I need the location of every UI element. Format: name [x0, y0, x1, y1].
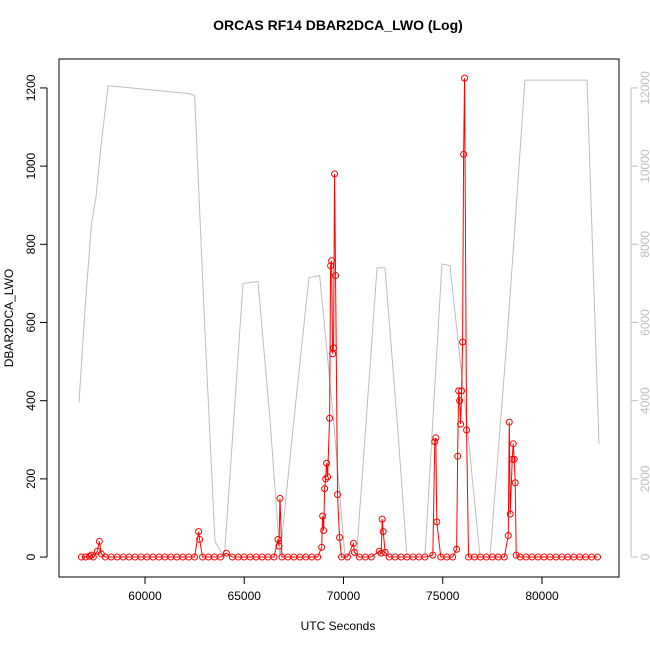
data-point — [506, 510, 514, 518]
data-point — [314, 553, 322, 561]
data-point — [459, 338, 467, 346]
data-point — [379, 528, 387, 536]
x-axis-label: UTC Seconds — [301, 619, 376, 633]
data-point — [195, 528, 203, 536]
data-point — [454, 452, 462, 460]
data-point — [504, 532, 512, 540]
data-point — [463, 426, 471, 434]
y2-tick-label: 10000 — [638, 149, 650, 183]
y-tick-label: 0 — [24, 553, 38, 560]
data-point — [343, 553, 351, 561]
data-point — [421, 553, 429, 561]
data-point — [511, 479, 519, 487]
data-point — [334, 491, 342, 499]
data-point — [321, 485, 329, 493]
data-point — [455, 387, 463, 395]
data-point — [367, 553, 375, 561]
data-point — [322, 475, 330, 483]
data-point — [326, 414, 334, 422]
data-point — [429, 551, 437, 559]
data-point — [349, 539, 357, 547]
data-point — [457, 420, 465, 428]
plot-frame — [58, 58, 620, 578]
y-tick-label: 1200 — [24, 74, 38, 101]
data-point — [95, 537, 103, 545]
x-tick-label: 65000 — [228, 589, 262, 603]
data-point — [594, 553, 602, 561]
data-point — [274, 535, 282, 543]
data-point — [81, 553, 89, 561]
data-point — [318, 543, 326, 551]
y-tick-label: 200 — [24, 469, 38, 489]
x-tick-label: 60000 — [128, 589, 162, 603]
data-point — [336, 534, 344, 542]
y-tick-label: 1000 — [24, 152, 38, 179]
data-point — [222, 549, 230, 557]
data-point — [378, 515, 386, 523]
data-point — [191, 553, 199, 561]
data-point — [216, 553, 224, 561]
data-point — [453, 545, 461, 553]
x-tick-label: 75000 — [426, 589, 460, 603]
y2-tick-label: 4000 — [638, 387, 650, 414]
x-tick-label: 70000 — [327, 589, 361, 603]
data-point — [324, 473, 332, 481]
data-point — [331, 170, 339, 178]
data-point — [508, 455, 516, 463]
data-point — [512, 551, 520, 559]
data-point — [500, 553, 508, 561]
data-point — [350, 548, 358, 556]
y2-tick-label: 12000 — [638, 71, 650, 105]
data-point — [505, 418, 513, 426]
data-point — [328, 257, 336, 265]
y2-tick-label: 8000 — [638, 231, 650, 258]
data-point — [431, 438, 439, 446]
data-point — [509, 440, 517, 448]
data-point — [432, 434, 440, 442]
data-point — [320, 526, 328, 534]
y-tick-label: 600 — [24, 312, 38, 332]
data-point — [381, 548, 389, 556]
series-line — [78, 79, 600, 559]
data-point — [77, 553, 85, 561]
data-point — [332, 272, 340, 280]
data-point — [327, 262, 335, 270]
data-point — [330, 344, 338, 352]
y-axis-label: DBAR2DCA_LWO — [2, 269, 16, 367]
data-point — [323, 459, 331, 467]
data-point — [433, 518, 441, 526]
data-point — [458, 387, 466, 395]
y2-tick-label: 2000 — [638, 465, 650, 492]
data-point — [196, 535, 204, 543]
chart-title: ORCAS RF14 DBAR2DCA_LWO (Log) — [213, 17, 463, 33]
data-point — [276, 494, 284, 502]
data-point — [270, 553, 278, 561]
x-tick-label: 80000 — [525, 589, 559, 603]
data-point — [275, 542, 283, 550]
data-point — [87, 551, 95, 559]
data-point — [461, 74, 469, 82]
data-point — [449, 553, 457, 561]
data-point — [319, 512, 327, 520]
data-point — [510, 455, 518, 463]
data-point — [377, 549, 385, 557]
y2-tick-label: 6000 — [638, 309, 650, 336]
y-tick-label: 800 — [24, 234, 38, 254]
y2-tick-label: 0 — [638, 553, 650, 560]
data-point — [460, 150, 468, 158]
y-tick-label: 400 — [24, 390, 38, 410]
data-point — [456, 397, 464, 405]
data-point — [89, 553, 97, 561]
